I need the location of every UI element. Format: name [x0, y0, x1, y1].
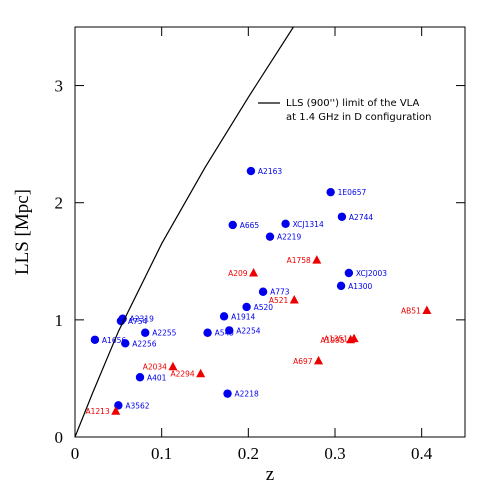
point	[121, 339, 130, 348]
point-label: A2218	[235, 390, 259, 399]
y-tick-label: 2	[55, 194, 64, 213]
point-label: A3562	[125, 401, 149, 410]
point-label: A401	[147, 373, 167, 382]
point-label: A545	[215, 329, 235, 338]
x-axis-label: z	[266, 464, 274, 485]
point	[141, 328, 150, 337]
point	[168, 361, 178, 371]
x-tick-label: 0.3	[324, 444, 345, 463]
x-tick-label: 0	[71, 444, 80, 463]
point	[312, 255, 322, 264]
point-label: A520	[254, 303, 274, 312]
point	[314, 355, 324, 365]
y-axis-label: LLS [Mpc]	[12, 189, 33, 275]
point-label: A1300	[348, 282, 372, 291]
point	[249, 268, 259, 277]
x-tick-label: 0.4	[411, 444, 433, 463]
point	[349, 333, 359, 343]
point	[337, 212, 347, 221]
point-label: A2219	[277, 233, 301, 242]
point-label: A1351	[324, 335, 348, 344]
limit-curve	[75, 27, 294, 437]
point	[336, 281, 346, 291]
point-label: 1E0657	[338, 188, 367, 197]
point-label: A521	[269, 296, 289, 305]
point-label: A697	[293, 357, 313, 366]
plot-frame	[74, 26, 466, 438]
point-label: A773	[270, 288, 290, 297]
point	[219, 312, 229, 321]
point-label: A1995	[320, 336, 344, 345]
y-tick-label: 0	[55, 428, 64, 447]
point	[228, 220, 237, 230]
point	[196, 368, 206, 378]
point	[203, 328, 212, 337]
point-label: A2319	[130, 315, 154, 324]
point	[281, 219, 290, 228]
point	[422, 305, 432, 314]
point	[258, 287, 268, 296]
point-label: XCJ1314	[293, 220, 324, 229]
point-label: AB51	[401, 306, 421, 315]
point-label: A2034	[143, 363, 167, 372]
y-tick-label: 3	[55, 77, 64, 96]
point	[242, 302, 251, 312]
point	[246, 166, 256, 176]
point	[90, 335, 100, 344]
x-tick-label: 0.1	[151, 444, 172, 463]
y-tick-label: 1	[55, 311, 64, 330]
point-label: A1914	[231, 312, 255, 321]
point-label: A2163	[258, 167, 282, 176]
point-label: A1758	[287, 256, 311, 265]
point	[135, 373, 145, 382]
point	[289, 294, 299, 304]
legend-label: LLS (900'') limit of the VLA	[286, 98, 419, 109]
point	[326, 187, 335, 197]
point-label: A2254	[236, 326, 260, 335]
point-label: A754	[128, 317, 148, 326]
point-label: XCJ2003	[356, 269, 387, 278]
point-label: A1213	[86, 407, 110, 416]
point-label: A2294	[170, 370, 194, 379]
legend-note: at 1.4 GHz in D configuration	[286, 112, 432, 123]
point	[225, 326, 234, 335]
point-label: A2256	[132, 339, 156, 348]
point-label: A2255	[152, 329, 176, 338]
x-tick-label: 0.2	[238, 444, 259, 463]
point	[111, 406, 121, 415]
point-label: A2744	[349, 213, 373, 222]
point	[344, 268, 354, 278]
point	[265, 232, 275, 241]
point	[223, 389, 232, 398]
point-label: A665	[240, 221, 260, 230]
point-label: A209	[228, 269, 248, 278]
